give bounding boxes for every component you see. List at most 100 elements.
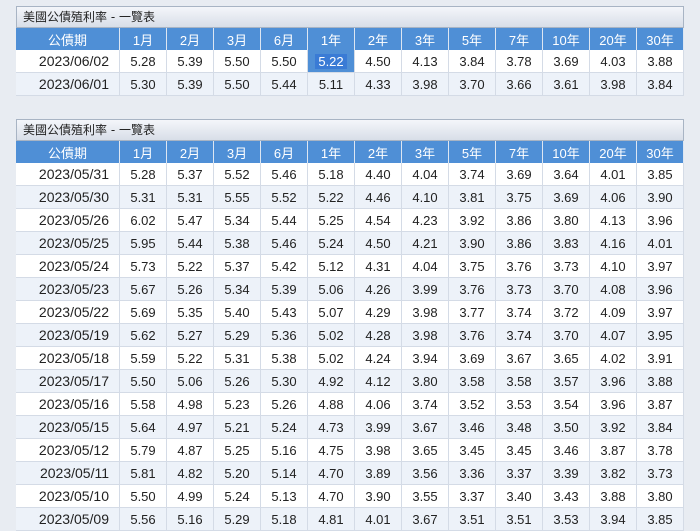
table-row: 2023/05/16 5.58 4.98 5.23 5.26 4.88 4.06 3.74 3.… bbox=[16, 393, 684, 416]
yield-cell: 5.59 bbox=[120, 347, 167, 370]
yield-cell: 5.40 bbox=[214, 301, 261, 324]
yield-cell: 3.53 bbox=[496, 393, 543, 416]
yield-panel-history: 美國公債殖利率 - 一覽表 公債期 1月 2月 3月 6月 1年 2年 3年 5年 7年 10年 20… bbox=[16, 119, 684, 531]
yield-cell: 4.07 bbox=[590, 324, 637, 347]
yield-cell: 5.02 bbox=[308, 324, 355, 347]
table-row: 2023/05/19 5.62 5.27 5.29 5.36 5.02 4.28 3.98 3.… bbox=[16, 324, 684, 347]
yield-table: 公債期 1月 2月 3月 6月 1年 2年 3年 5年 7年 10年 20年 30年 2023/05/3… bbox=[16, 141, 684, 531]
yield-cell: 3.85 bbox=[637, 508, 684, 531]
table-row: 2023/05/18 5.59 5.22 5.31 5.38 5.02 4.24 3.94 3.… bbox=[16, 347, 684, 370]
panel-title: 美國公債殖利率 - 一覽表 bbox=[16, 6, 684, 28]
yield-cell: 4.10 bbox=[402, 186, 449, 209]
column-header-8: 5年 bbox=[449, 141, 496, 163]
table-row: 2023/06/01 5.30 5.39 5.50 5.44 5.11 4.33 3.98 3.… bbox=[16, 73, 684, 96]
yield-cell: 4.92 bbox=[308, 370, 355, 393]
yield-cell: 4.06 bbox=[590, 186, 637, 209]
yield-cell: 3.89 bbox=[355, 462, 402, 485]
yield-cell: 6.02 bbox=[120, 209, 167, 232]
yield-cell: 3.75 bbox=[496, 186, 543, 209]
yield-cell: 3.70 bbox=[449, 73, 496, 96]
yield-cell: 5.16 bbox=[261, 439, 308, 462]
yield-cell: 5.47 bbox=[167, 209, 214, 232]
yield-cell: 3.81 bbox=[449, 186, 496, 209]
yield-cell: 5.26 bbox=[167, 278, 214, 301]
yield-cell: 3.69 bbox=[543, 50, 590, 73]
yield-cell: 3.66 bbox=[496, 73, 543, 96]
table-row: 2023/05/30 5.31 5.31 5.55 5.52 5.22 4.46 4.10 3.… bbox=[16, 186, 684, 209]
column-header-3: 3月 bbox=[214, 28, 261, 50]
yield-cell: 5.22 bbox=[308, 186, 355, 209]
table-row: 2023/05/11 5.81 4.82 5.20 5.14 4.70 3.89 3.56 3.… bbox=[16, 462, 684, 485]
date-cell: 2023/05/16 bbox=[16, 393, 120, 416]
yield-cell: 4.01 bbox=[590, 163, 637, 186]
yield-cell: 4.40 bbox=[355, 163, 402, 186]
column-header-12: 30年 bbox=[637, 141, 684, 163]
yield-cell: 3.94 bbox=[590, 508, 637, 531]
yield-cell: 5.39 bbox=[261, 278, 308, 301]
table-row: 2023/06/02 5.28 5.39 5.50 5.50 5.22 4.50 4.13 3.… bbox=[16, 50, 684, 73]
yield-cell: 3.58 bbox=[449, 370, 496, 393]
yield-cell: 4.99 bbox=[167, 485, 214, 508]
yield-cell: 4.31 bbox=[355, 255, 402, 278]
yield-cell: 3.45 bbox=[449, 439, 496, 462]
yield-cell: 5.26 bbox=[261, 393, 308, 416]
yield-cell: 5.55 bbox=[214, 186, 261, 209]
yield-cell: 3.37 bbox=[449, 485, 496, 508]
yield-cell: 4.04 bbox=[402, 255, 449, 278]
yield-cell: 4.70 bbox=[308, 462, 355, 485]
selected-yield-value: 5.22 bbox=[315, 53, 347, 69]
yield-cell: 3.86 bbox=[496, 232, 543, 255]
yield-cell: 5.95 bbox=[120, 232, 167, 255]
yield-cell: 3.76 bbox=[449, 324, 496, 347]
yield-cell: 4.09 bbox=[590, 301, 637, 324]
yield-cell: 3.96 bbox=[590, 393, 637, 416]
yield-cell: 3.84 bbox=[637, 416, 684, 439]
yield-cell: 3.67 bbox=[496, 347, 543, 370]
yield-cell: 3.69 bbox=[449, 347, 496, 370]
yield-cell: 5.31 bbox=[167, 186, 214, 209]
table-row: 2023/05/09 5.56 5.16 5.29 5.18 4.81 4.01 3.67 3.… bbox=[16, 508, 684, 531]
yield-cell: 4.03 bbox=[590, 50, 637, 73]
column-header-11: 20年 bbox=[590, 28, 637, 50]
yield-cell: 4.04 bbox=[402, 163, 449, 186]
yield-cell: 3.90 bbox=[637, 186, 684, 209]
date-cell: 2023/05/18 bbox=[16, 347, 120, 370]
date-cell: 2023/05/24 bbox=[16, 255, 120, 278]
yield-cell: 4.26 bbox=[355, 278, 402, 301]
column-header-maturity: 公債期 bbox=[16, 28, 120, 50]
yield-cell: 3.74 bbox=[449, 163, 496, 186]
yield-cell: 5.34 bbox=[214, 209, 261, 232]
yield-cell: 4.88 bbox=[308, 393, 355, 416]
yield-cell: 3.80 bbox=[402, 370, 449, 393]
yield-cell: 3.76 bbox=[449, 278, 496, 301]
yield-cell: 5.38 bbox=[214, 232, 261, 255]
yield-cell: 4.73 bbox=[308, 416, 355, 439]
yield-cell: 3.36 bbox=[449, 462, 496, 485]
date-cell: 2023/05/30 bbox=[16, 186, 120, 209]
yield-cell: 5.73 bbox=[120, 255, 167, 278]
column-header-7: 3年 bbox=[402, 28, 449, 50]
yield-cell: 3.88 bbox=[637, 50, 684, 73]
yield-cell: 3.78 bbox=[496, 50, 543, 73]
yield-cell: 3.96 bbox=[637, 209, 684, 232]
yield-cell: 5.29 bbox=[214, 508, 261, 531]
yield-cell: 4.16 bbox=[590, 232, 637, 255]
table-row: 2023/05/22 5.69 5.35 5.40 5.43 5.07 4.29 3.98 3.… bbox=[16, 301, 684, 324]
yield-cell: 5.39 bbox=[167, 50, 214, 73]
yield-cell: 5.06 bbox=[167, 370, 214, 393]
yield-cell: 5.50 bbox=[261, 50, 308, 73]
yield-cell: 5.56 bbox=[120, 508, 167, 531]
yield-cell: 5.79 bbox=[120, 439, 167, 462]
yield-cell: 4.01 bbox=[637, 232, 684, 255]
yield-cell: 3.98 bbox=[402, 73, 449, 96]
yield-cell: 4.50 bbox=[355, 232, 402, 255]
yield-cell: 3.65 bbox=[543, 347, 590, 370]
yield-cell: 5.42 bbox=[261, 255, 308, 278]
yield-cell: 3.87 bbox=[637, 393, 684, 416]
yield-cell: 3.65 bbox=[402, 439, 449, 462]
yield-cell: 5.24 bbox=[261, 416, 308, 439]
yield-cell: 5.67 bbox=[120, 278, 167, 301]
column-header-9: 7年 bbox=[496, 28, 543, 50]
yield-cell: 3.78 bbox=[637, 439, 684, 462]
yield-cell: 5.28 bbox=[120, 163, 167, 186]
